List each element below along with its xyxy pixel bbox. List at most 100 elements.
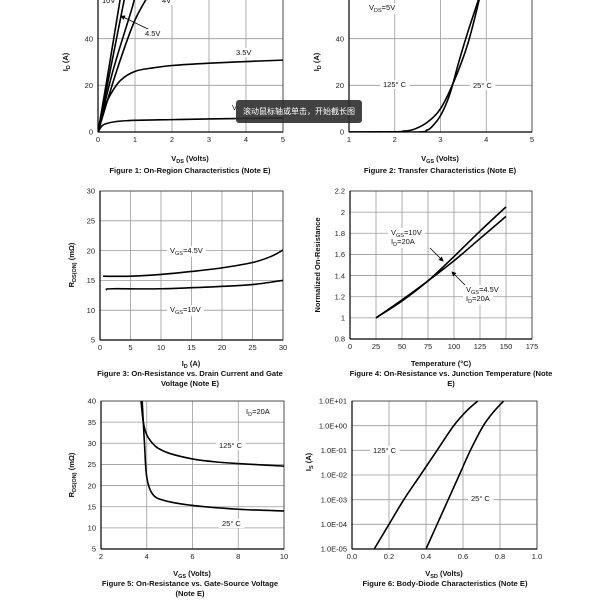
annotation-label: VGS=10V <box>391 228 422 239</box>
annotation-label: 25° C <box>473 81 492 90</box>
x-tick-label: 100 <box>448 342 461 351</box>
y-tick-label: 30 <box>87 187 95 196</box>
x-tick-label: 5 <box>128 343 132 352</box>
x-tick-label: 2 <box>99 552 103 561</box>
series-line-2 <box>98 0 125 132</box>
chart-6: 0.0 0.2 0.4 0.6 0.8 1.0 1.0E-05 1.0E-04 1.0E-03 1… <box>304 397 542 580</box>
y-tick-label: 1.0E-01 <box>321 446 347 455</box>
x-tick-label: 2 <box>170 135 174 144</box>
x-tick-label: 6 <box>190 552 194 561</box>
x-tick-label: 1 <box>133 135 137 144</box>
y-tick-label: 1.0E-04 <box>321 520 347 529</box>
y-tick-label: 40 <box>336 34 344 43</box>
y-tick-label: 5 <box>91 336 95 345</box>
series-line-1 <box>373 401 479 549</box>
x-tick-label: 75 <box>424 342 432 351</box>
y-tick-label: 15 <box>87 276 95 285</box>
annotation-label: VGS=4.5V <box>170 246 203 257</box>
y-axis-label: RDS(ON) (mΩ) <box>67 242 78 287</box>
y-tick-label: 0.8 <box>335 335 345 344</box>
figure-4-title: Figure 4: On-Resistance vs. Junction Tem… <box>349 369 553 388</box>
x-tick-label: 30 <box>279 343 287 352</box>
series-line-2 <box>349 0 480 132</box>
y-tick-label: 20 <box>88 481 96 490</box>
y-axis-label: Normalized On-Resistance <box>313 217 322 312</box>
x-tick-label: 0 <box>98 343 102 352</box>
figure-5-title: Figure 5: On-Resistance vs. Gate-Source … <box>101 579 279 598</box>
x-tick-label: 25 <box>248 343 256 352</box>
x-tick-label: 0 <box>348 342 352 351</box>
y-tick-label: 1.6 <box>335 250 345 259</box>
y-tick-label: 2.2 <box>335 187 345 196</box>
series-line-2 <box>105 279 283 291</box>
x-tick-label: 4 <box>244 135 248 144</box>
x-axis-label: VGS (Volts) <box>421 154 459 165</box>
x-tick-label: 0.0 <box>347 552 357 561</box>
x-tick-label: 10 <box>280 552 288 561</box>
y-axis-label: RDS(ON) (mΩ) <box>67 452 78 497</box>
annotation-label: 3.5V <box>236 48 251 57</box>
x-tick-label: 4 <box>145 552 149 561</box>
x-tick-label: 1.0 <box>532 552 542 561</box>
chart-3: 0 5 10 15 20 25 3051015202530VGS=4.5VVGS=10VID… <box>67 187 287 370</box>
y-tick-label: 40 <box>88 397 96 406</box>
annotation-label: 125° C <box>383 80 407 89</box>
y-tick-label: 20 <box>85 81 93 90</box>
y-tick-label: 0 <box>89 128 93 137</box>
y-tick-label: 20 <box>87 246 95 255</box>
chart-1: 0 1 2 3 4 5 0 20 40 10V 4V 4.5V 3.5V V VDS (Volts) ID (… <box>61 0 285 165</box>
x-tick-label: 0.2 <box>384 552 394 561</box>
figure-3-title: Figure 3: On-Resistance vs. Drain Curren… <box>97 369 283 388</box>
annotation-label: VGS=4.5V <box>466 285 499 296</box>
y-tick-label: 15 <box>88 502 96 511</box>
annotation-label: 4V <box>162 0 171 5</box>
x-tick-label: 1 <box>347 135 351 144</box>
y-tick-label: 1.0E+00 <box>319 421 347 430</box>
annotation-label: 125° C <box>373 446 397 455</box>
y-tick-label: 25 <box>87 217 95 226</box>
y-tick-label: 2 <box>341 208 345 217</box>
x-tick-label: 0.4 <box>421 552 431 561</box>
series-line-1 <box>103 249 283 278</box>
annotation-label: 4.5V <box>145 29 160 38</box>
annotation-arrow <box>429 247 444 262</box>
x-tick-label: 20 <box>218 343 226 352</box>
x-tick-label: 4 <box>484 135 488 144</box>
x-tick-label: 2 <box>393 135 397 144</box>
y-tick-label: 1.8 <box>335 229 345 238</box>
x-tick-label: 0.6 <box>458 552 468 561</box>
y-tick-label: 1.0E-02 <box>321 471 347 480</box>
chart-2: 1 2 3 4 5 0 20 40 VDS=5V 125° C 25° C VGS (Volts) ID… <box>312 0 534 165</box>
annotation-arrow <box>451 271 466 286</box>
annotation-label: 25° C <box>471 494 490 503</box>
y-tick-label: 1.4 <box>335 271 345 280</box>
y-tick-label: 30 <box>88 439 96 448</box>
series-line-2 <box>141 401 284 512</box>
x-tick-label: 125 <box>474 342 487 351</box>
y-axis-label: ID (A) <box>61 52 72 71</box>
annotation-label: VGS=10V <box>170 305 201 316</box>
y-tick-label: 1.2 <box>335 292 345 301</box>
x-tick-label: 50 <box>398 342 406 351</box>
x-axis-label: VSD (Volts) <box>425 569 463 580</box>
x-axis-label: Temperature (°C) <box>411 359 472 368</box>
annotation-label: ID=20A <box>391 237 415 248</box>
chart-4: 0 25 50 75 100 125 150 175 0.8 1 1.2 1.4 1.6 1.8 2 2.2 V… <box>313 187 538 368</box>
annotation-label: ID=20A <box>466 294 490 305</box>
x-tick-label: 10 <box>157 343 165 352</box>
annotation-label: V <box>232 103 237 112</box>
y-tick-label: 35 <box>88 418 96 427</box>
x-tick-label: 175 <box>526 342 539 351</box>
x-axis-label: VDS (Volts) <box>171 154 209 165</box>
series-line-6 <box>98 117 283 132</box>
series-line-5 <box>98 59 283 132</box>
x-tick-label: 3 <box>438 135 442 144</box>
annotation-label: VDS=5V <box>369 3 395 14</box>
figure-1-title: Figure 1: On-Region Characteristics (Not… <box>109 166 271 175</box>
series-line-1 <box>375 206 507 319</box>
series-line-1 <box>349 0 480 132</box>
y-tick-label: 1.0E+01 <box>319 397 347 406</box>
annotation-label: 10V <box>102 0 115 5</box>
